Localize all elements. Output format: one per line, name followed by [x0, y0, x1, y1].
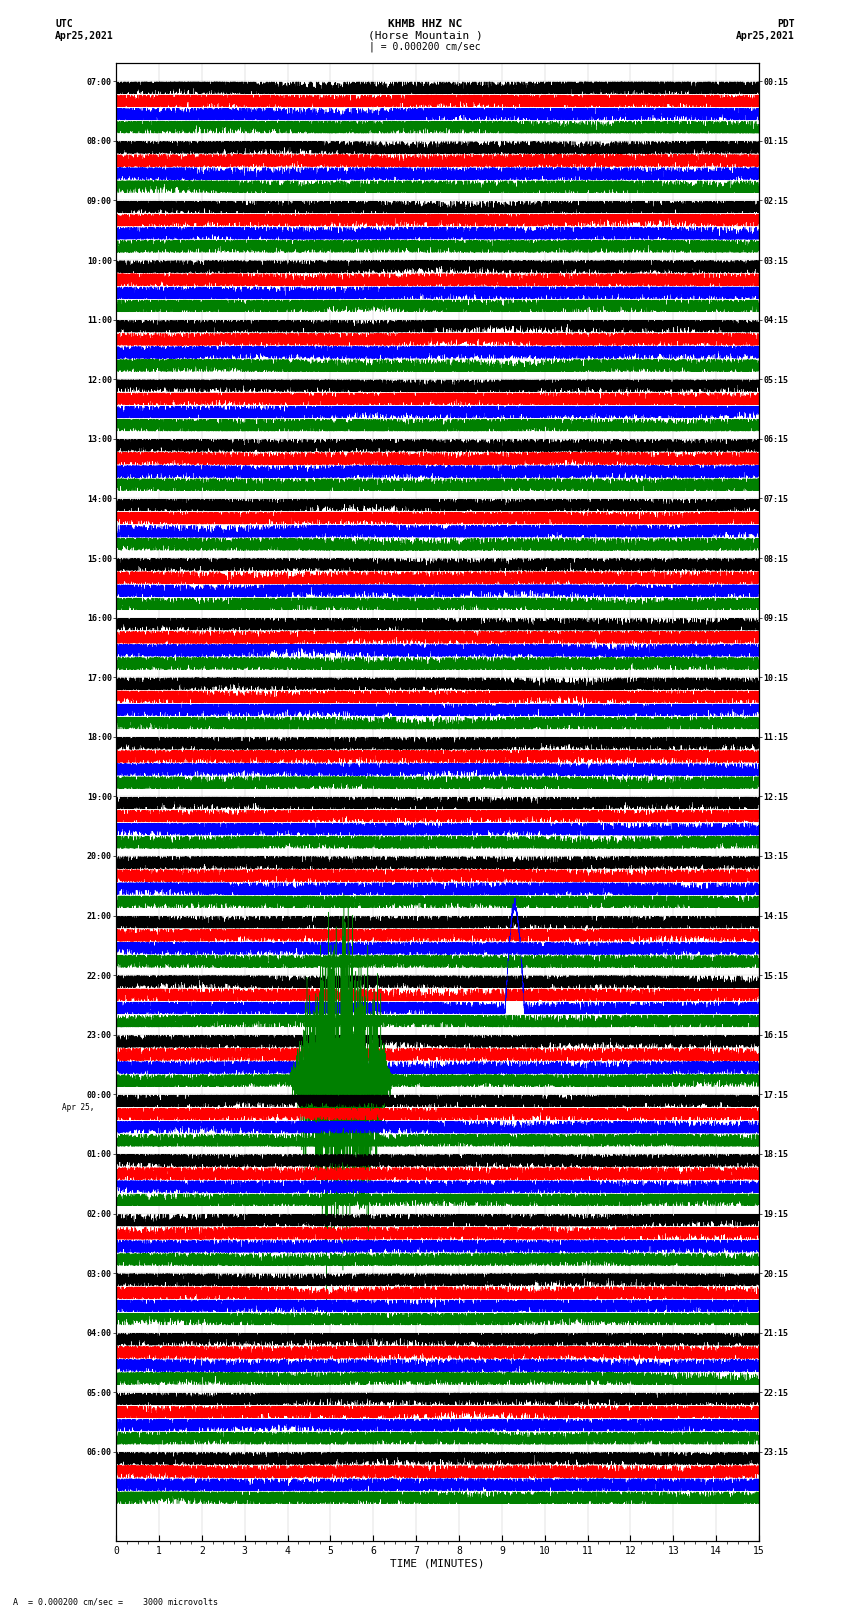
- Text: PDT: PDT: [777, 19, 795, 29]
- Text: Apr25,2021: Apr25,2021: [55, 31, 114, 40]
- Text: KHMB HHZ NC: KHMB HHZ NC: [388, 19, 462, 29]
- Text: UTC: UTC: [55, 19, 73, 29]
- Text: | = 0.000200 cm/sec: | = 0.000200 cm/sec: [369, 42, 481, 53]
- X-axis label: TIME (MINUTES): TIME (MINUTES): [390, 1560, 484, 1569]
- Text: Apr25,2021: Apr25,2021: [736, 31, 795, 40]
- Text: (Horse Mountain ): (Horse Mountain ): [367, 31, 483, 40]
- Text: A  = 0.000200 cm/sec =    3000 microvolts: A = 0.000200 cm/sec = 3000 microvolts: [13, 1597, 218, 1607]
- Text: Apr 25,: Apr 25,: [62, 1103, 94, 1113]
